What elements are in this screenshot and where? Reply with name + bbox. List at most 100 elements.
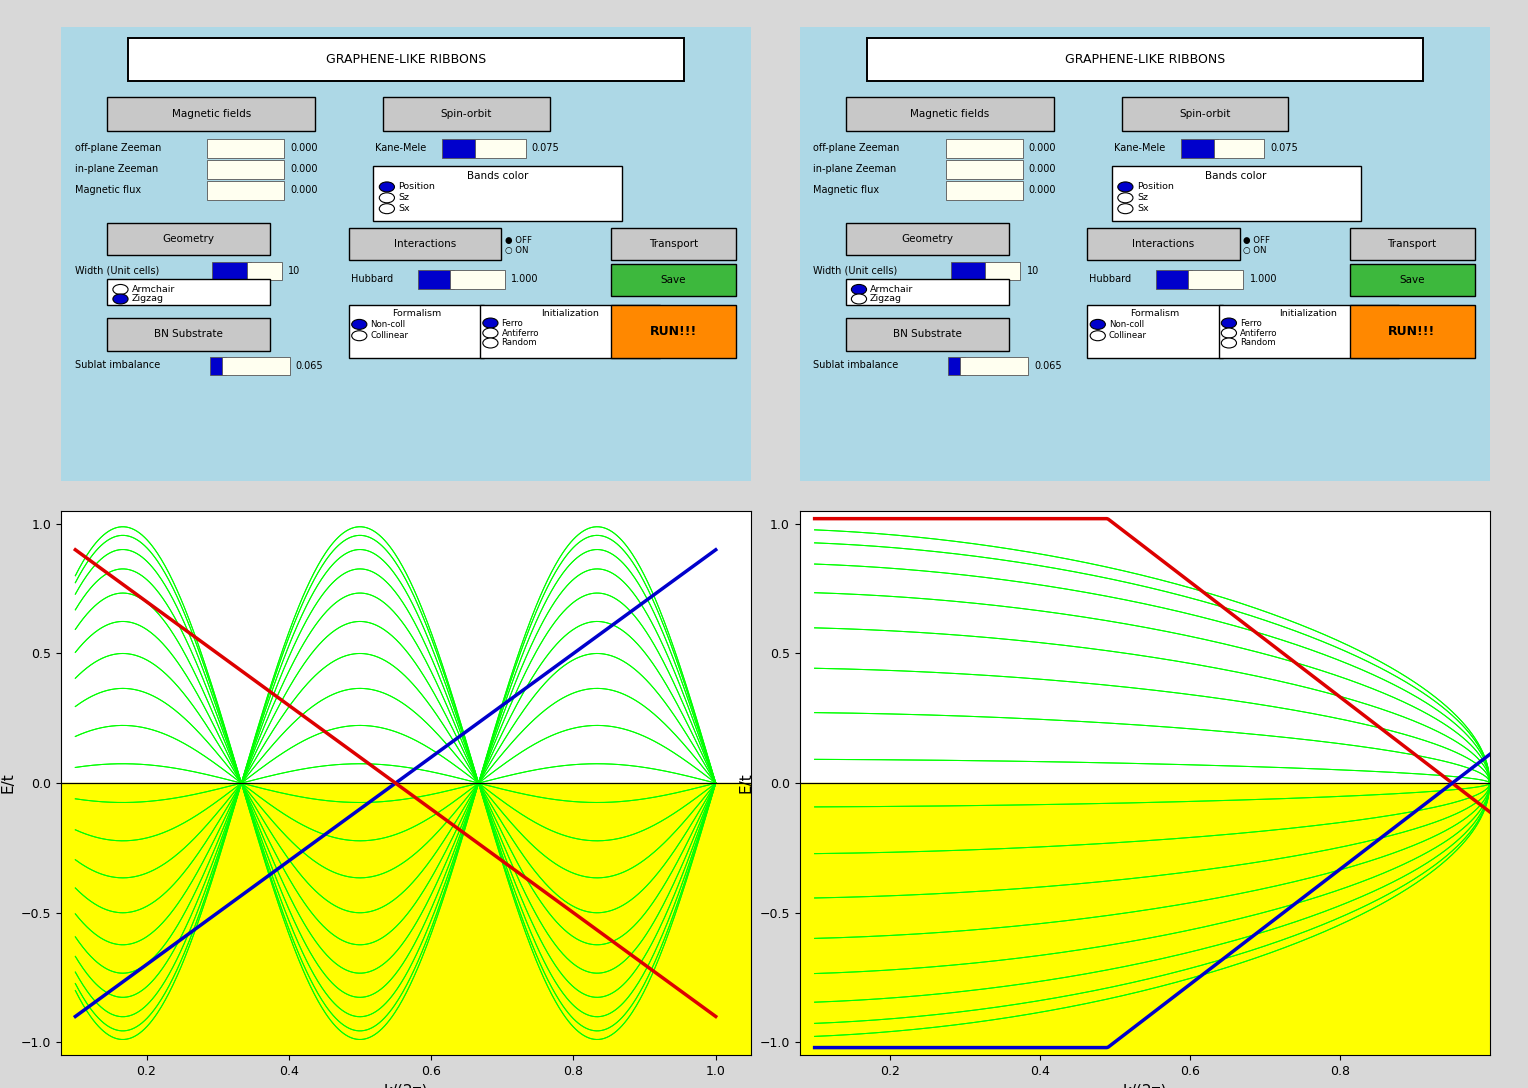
Text: Formalism: Formalism (1131, 309, 1180, 318)
Text: Sx: Sx (399, 205, 410, 213)
Text: Random: Random (501, 338, 536, 347)
Circle shape (851, 284, 866, 295)
Text: GRAPHENE-LIKE RIBBONS: GRAPHENE-LIKE RIBBONS (1065, 53, 1225, 66)
Text: Bands color: Bands color (1206, 171, 1267, 181)
FancyBboxPatch shape (107, 279, 270, 306)
X-axis label: k/(2π): k/(2π) (1123, 1084, 1167, 1088)
Text: Transport: Transport (649, 238, 698, 249)
Text: in-plane Zeeman: in-plane Zeeman (75, 164, 159, 174)
FancyBboxPatch shape (847, 223, 1008, 256)
FancyBboxPatch shape (222, 357, 290, 374)
FancyBboxPatch shape (1088, 227, 1239, 260)
Text: Magnetic flux: Magnetic flux (75, 185, 141, 195)
Text: Sz: Sz (399, 194, 410, 202)
Circle shape (1089, 331, 1105, 341)
FancyBboxPatch shape (384, 97, 550, 131)
Circle shape (1089, 320, 1105, 330)
Text: Spin-orbit: Spin-orbit (1180, 109, 1230, 119)
Text: Initialization: Initialization (1279, 309, 1337, 318)
FancyBboxPatch shape (348, 227, 501, 260)
Text: Sx: Sx (1137, 205, 1149, 213)
Text: 10: 10 (289, 265, 301, 276)
FancyBboxPatch shape (1122, 97, 1288, 131)
Text: BN Substrate: BN Substrate (154, 330, 223, 339)
Text: Armchair: Armchair (869, 285, 914, 294)
Text: Collinear: Collinear (1109, 331, 1148, 341)
Text: off-plane Zeeman: off-plane Zeeman (75, 143, 162, 153)
Text: Non-coll: Non-coll (1109, 320, 1144, 329)
FancyBboxPatch shape (611, 305, 736, 358)
FancyBboxPatch shape (348, 305, 484, 358)
Text: ● OFF: ● OFF (504, 236, 532, 245)
Text: Initialization: Initialization (541, 309, 599, 318)
Text: Ferro: Ferro (501, 319, 523, 327)
Text: Hubbard: Hubbard (1089, 274, 1132, 284)
Text: in-plane Zeeman: in-plane Zeeman (813, 164, 897, 174)
Text: Sublat imbalance: Sublat imbalance (75, 360, 160, 370)
FancyBboxPatch shape (449, 271, 504, 288)
FancyBboxPatch shape (1157, 271, 1192, 288)
Circle shape (851, 294, 866, 304)
Circle shape (1118, 203, 1132, 213)
Text: Magnetic flux: Magnetic flux (813, 185, 880, 195)
FancyBboxPatch shape (986, 262, 1021, 280)
FancyBboxPatch shape (1349, 305, 1475, 358)
Text: 0.000: 0.000 (1028, 185, 1056, 195)
FancyBboxPatch shape (946, 181, 1022, 199)
FancyBboxPatch shape (480, 305, 660, 358)
FancyBboxPatch shape (208, 181, 284, 199)
Text: Interactions: Interactions (1132, 238, 1195, 249)
Text: 0.000: 0.000 (1028, 144, 1056, 153)
Text: Ferro: Ferro (1239, 319, 1262, 327)
Text: Zigzag: Zigzag (869, 295, 902, 304)
FancyBboxPatch shape (1181, 139, 1218, 158)
Text: 0.075: 0.075 (532, 144, 559, 153)
Circle shape (351, 320, 367, 330)
FancyBboxPatch shape (442, 139, 480, 158)
FancyBboxPatch shape (128, 38, 685, 81)
FancyBboxPatch shape (847, 97, 1054, 131)
FancyBboxPatch shape (947, 357, 964, 374)
Text: Magnetic fields: Magnetic fields (911, 109, 990, 119)
Text: ● OFF: ● OFF (1244, 236, 1270, 245)
Circle shape (379, 193, 394, 202)
Text: 0.065: 0.065 (296, 361, 324, 371)
FancyBboxPatch shape (866, 38, 1423, 81)
Text: Magnetic fields: Magnetic fields (173, 109, 251, 119)
Y-axis label: E/t: E/t (740, 772, 753, 793)
Text: ○ ON: ○ ON (1244, 246, 1267, 255)
Text: Save: Save (660, 275, 686, 285)
FancyBboxPatch shape (611, 227, 736, 260)
Circle shape (1118, 193, 1132, 202)
Text: Sublat imbalance: Sublat imbalance (813, 360, 898, 370)
FancyBboxPatch shape (950, 262, 990, 280)
Text: 0.000: 0.000 (1028, 164, 1056, 174)
Text: Non-coll: Non-coll (370, 320, 405, 329)
Text: Interactions: Interactions (394, 238, 455, 249)
FancyBboxPatch shape (611, 264, 736, 296)
Text: 0.000: 0.000 (290, 164, 318, 174)
Text: RUN!!!: RUN!!! (1387, 324, 1435, 337)
Text: BN Substrate: BN Substrate (892, 330, 961, 339)
Circle shape (1221, 338, 1236, 348)
Text: 0.000: 0.000 (290, 144, 318, 153)
FancyBboxPatch shape (248, 262, 283, 280)
Text: 0.065: 0.065 (1034, 361, 1062, 371)
Text: Armchair: Armchair (131, 285, 174, 294)
Text: Zigzag: Zigzag (131, 295, 163, 304)
Text: Position: Position (1137, 183, 1174, 191)
Text: RUN!!!: RUN!!! (649, 324, 697, 337)
Text: Hubbard: Hubbard (351, 274, 393, 284)
FancyBboxPatch shape (1349, 227, 1475, 260)
Text: ○ ON: ○ ON (504, 246, 529, 255)
Text: 0.000: 0.000 (290, 185, 318, 195)
FancyBboxPatch shape (1349, 264, 1475, 296)
FancyBboxPatch shape (961, 357, 1028, 374)
Text: Width (Unit cells): Width (Unit cells) (75, 265, 159, 275)
FancyBboxPatch shape (107, 223, 270, 256)
FancyBboxPatch shape (475, 139, 526, 158)
FancyBboxPatch shape (212, 262, 251, 280)
Text: Antiferro: Antiferro (1239, 329, 1277, 337)
Text: Save: Save (1400, 275, 1424, 285)
FancyBboxPatch shape (1111, 166, 1361, 221)
